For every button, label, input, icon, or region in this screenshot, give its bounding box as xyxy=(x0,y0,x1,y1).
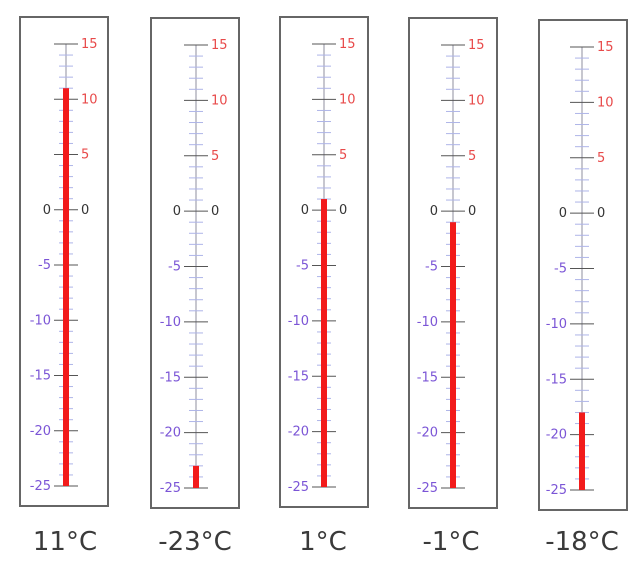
scale-label-right: 10 xyxy=(339,92,356,107)
scale-label-right: 0 xyxy=(81,203,89,218)
thermometer-1: 0 -5 -10 -15 -20 -25 15 10 5 0 xyxy=(19,16,109,507)
scale-label-right: 10 xyxy=(597,95,614,110)
scale-label-left: -15 xyxy=(417,370,438,385)
mercury-column xyxy=(450,222,456,488)
temperature-reading: -18°C xyxy=(545,527,619,557)
scale-label-left: -5 xyxy=(296,259,309,274)
mercury-column xyxy=(579,412,585,490)
scale-label-left: 0 xyxy=(43,203,51,218)
thermometer-frame xyxy=(538,19,628,511)
scale-label-left: -25 xyxy=(288,480,309,495)
scale-label-left: -15 xyxy=(30,369,51,384)
temperature-reading: 1°C xyxy=(299,527,347,557)
scale-label-right: 5 xyxy=(211,149,219,164)
scale-label-right: 15 xyxy=(339,37,356,52)
scale-label-left: -10 xyxy=(546,317,567,332)
thermometer-4: 0 -5 -10 -15 -20 -25 15 10 5 0 xyxy=(408,17,498,509)
scale-label-right: 15 xyxy=(468,38,485,53)
scale-label-left: -15 xyxy=(160,370,181,385)
scale-label-left: -5 xyxy=(38,258,51,273)
scale-label-left: -10 xyxy=(160,315,181,330)
temperature-reading: -1°C xyxy=(422,527,480,557)
scale-label-left: -20 xyxy=(288,425,309,440)
thermometer-frame xyxy=(408,17,498,509)
scale-label-left: -10 xyxy=(417,315,438,330)
thermometer-5: 0 -5 -10 -15 -20 -25 15 10 5 0 xyxy=(538,19,628,511)
scale-label-right: 0 xyxy=(468,204,476,219)
scale-label-left: -20 xyxy=(546,428,567,443)
scale-label-left: 0 xyxy=(559,206,567,221)
scale-label-left: -20 xyxy=(417,426,438,441)
scale-label-right: 5 xyxy=(81,148,89,163)
scale-label-right: 15 xyxy=(597,40,614,55)
temperature-reading: 11°C xyxy=(32,527,98,557)
scale-label-right: 5 xyxy=(597,151,605,166)
scale-label-left: -10 xyxy=(30,313,51,328)
scale-label-left: -25 xyxy=(417,481,438,496)
scale-label-right: 0 xyxy=(211,204,219,219)
scale-label-right: 15 xyxy=(81,37,98,52)
scale-label-left: 0 xyxy=(173,204,181,219)
scale-label-left: -5 xyxy=(168,260,181,275)
thermometer-2: 0 -5 -10 -15 -20 -25 15 10 5 0 xyxy=(150,17,240,509)
scale-label-right: 10 xyxy=(211,93,228,108)
scale-label-right: 10 xyxy=(81,92,98,107)
scale-label-left: -25 xyxy=(546,483,567,498)
scale-label-right: 0 xyxy=(339,203,347,218)
scale-label-left: -20 xyxy=(30,424,51,439)
scale-label-right: 5 xyxy=(339,148,347,163)
scale-label-right: 5 xyxy=(468,149,476,164)
scale-label-left: -5 xyxy=(425,260,438,275)
scale-label-right: 15 xyxy=(211,38,228,53)
mercury-column xyxy=(321,199,327,488)
thermometer-frame xyxy=(19,16,109,507)
scale-label-left: -15 xyxy=(546,372,567,387)
scale-label-left: 0 xyxy=(430,204,438,219)
thermometer-frame xyxy=(150,17,240,509)
thermometer-frame xyxy=(279,16,369,508)
scale-label-left: -15 xyxy=(288,369,309,384)
temperature-reading: -23°C xyxy=(158,527,232,557)
scale-label-left: -5 xyxy=(554,262,567,277)
mercury-column xyxy=(63,88,69,486)
scale-label-left: -10 xyxy=(288,314,309,329)
scale-label-left: 0 xyxy=(301,203,309,218)
scale-label-left: -25 xyxy=(160,481,181,496)
scale-label-left: -25 xyxy=(30,479,51,494)
scale-label-left: -20 xyxy=(160,426,181,441)
scale-label-right: 0 xyxy=(597,206,605,221)
thermometer-3: 0 -5 -10 -15 -20 -25 15 10 5 0 xyxy=(279,16,369,508)
scale-label-right: 10 xyxy=(468,93,485,108)
mercury-column xyxy=(193,465,199,488)
